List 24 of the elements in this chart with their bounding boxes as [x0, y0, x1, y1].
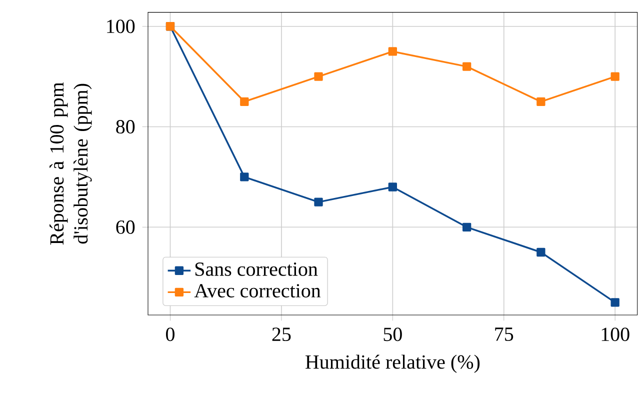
x-tick-label: 75 [495, 328, 514, 341]
point [388, 182, 398, 192]
legend-label: Avec correction [194, 284, 321, 298]
y-axis-title: Réponse à 100 ppm d'isobutylène (ppm) [50, 82, 92, 245]
point [610, 298, 620, 307]
point [536, 248, 546, 257]
point [610, 72, 620, 81]
x-tick-label: 0 [166, 328, 174, 342]
y-tick-label: 80 [116, 120, 135, 134]
point [462, 62, 472, 71]
point [314, 72, 323, 81]
x-axis-title: Humidité relative (%) [306, 354, 480, 373]
y-tick-label: 100 [107, 20, 135, 34]
point [536, 97, 546, 106]
x-tick-label: 50 [384, 328, 402, 342]
point [240, 97, 249, 106]
point [388, 47, 398, 56]
y-tick-label: 60 [116, 220, 135, 234]
point [462, 222, 472, 232]
x-tick-label: 25 [272, 328, 291, 342]
legend-label: Sans correction [195, 262, 318, 276]
point [240, 172, 249, 182]
point [314, 198, 323, 206]
x-tick-label: 100 [602, 328, 630, 342]
